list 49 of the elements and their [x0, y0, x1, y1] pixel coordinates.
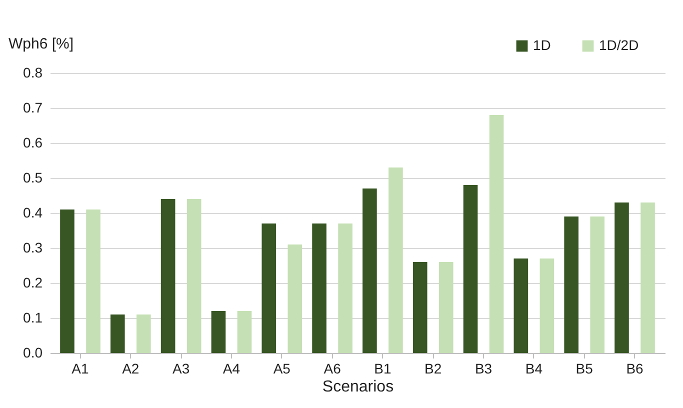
bar — [362, 188, 377, 353]
bar — [262, 224, 276, 353]
bar — [338, 224, 352, 353]
bar — [136, 314, 151, 353]
y-tick-label: 0.2 — [23, 274, 43, 290]
x-tick-label: B4 — [525, 360, 543, 376]
y-tick-label: 0.6 — [23, 134, 43, 150]
y-tick-label: 0.5 — [23, 170, 43, 186]
bar — [60, 210, 74, 353]
bar — [564, 216, 578, 353]
x-axis-title: Scenarios — [322, 378, 394, 396]
bar — [438, 262, 454, 353]
bar — [614, 202, 629, 353]
x-tick-label: B5 — [576, 360, 594, 376]
y-tick-label: 0.3 — [23, 240, 43, 256]
bar — [412, 262, 428, 353]
y-tick-label: 0.4 — [23, 204, 43, 220]
bar — [110, 314, 125, 353]
y-axis-title: Wph6 [%] — [8, 36, 74, 52]
bar — [388, 168, 403, 353]
x-tick-label: B2 — [424, 360, 442, 376]
bar — [211, 311, 226, 353]
bar — [489, 115, 504, 353]
x-tick-label: B6 — [626, 360, 644, 376]
bar — [590, 216, 605, 353]
bar — [160, 199, 176, 353]
y-tick-label: 0.0 — [23, 344, 43, 360]
bar — [237, 311, 252, 353]
x-tick-label: A5 — [273, 360, 291, 376]
bar — [186, 199, 202, 353]
y-tick-label: 0.1 — [23, 310, 43, 326]
x-tick-label: A6 — [324, 360, 342, 376]
x-tick-label: A4 — [222, 360, 240, 376]
legend-label: 1D/2D — [599, 37, 639, 53]
x-tick-label: B1 — [374, 360, 392, 376]
bar — [463, 185, 478, 353]
x-tick-label: B3 — [474, 360, 492, 376]
y-tick-label: 0.8 — [23, 64, 43, 80]
x-tick-label: A1 — [72, 360, 90, 376]
bar — [640, 202, 655, 353]
x-tick-label: A3 — [172, 360, 190, 376]
bar — [540, 258, 554, 353]
x-tick-label: A2 — [122, 360, 140, 376]
bar — [514, 258, 528, 353]
legend-label: 1D — [533, 37, 551, 53]
bar — [86, 210, 100, 353]
y-tick-label: 0.7 — [23, 100, 43, 116]
bar — [288, 244, 302, 353]
bar — [312, 224, 326, 353]
